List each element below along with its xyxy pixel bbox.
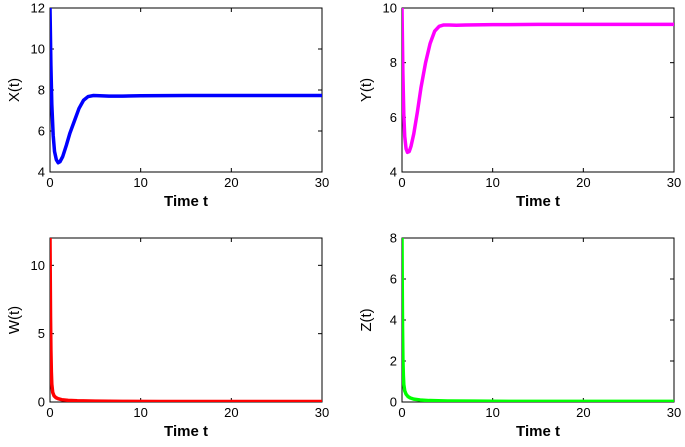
x-axis-label: Time t [516,423,560,440]
x-axis-label: Time t [164,423,208,440]
series-line-x [50,8,322,165]
y-tick-label: 8 [390,231,397,246]
y-tick-label: 2 [390,354,397,369]
x-tick-label: 20 [576,175,590,190]
x-tick-label: 30 [667,175,681,190]
series-line-w [50,238,322,402]
x-tick-label: 10 [485,175,499,190]
x-axis-label: Time t [516,193,560,210]
x-axis-label: Time t [164,193,208,210]
x-tick-label: 10 [485,405,499,420]
y-tick-label: 12 [31,1,45,16]
y-axis-label: Z(t) [358,308,375,331]
y-tick-label: 8 [38,83,45,98]
x-tick-label: 30 [315,175,329,190]
plot-frame [49,7,323,173]
series-line-z [402,238,674,402]
y-tick-label: 8 [390,55,397,70]
x-tick-label: 0 [398,405,405,420]
y-tick-label: 6 [390,110,397,125]
y-axis-label: X(t) [6,78,23,102]
y-tick-label: 4 [390,165,397,180]
y-tick-label: 5 [38,326,45,341]
y-tick-label: 10 [31,42,45,57]
chart-panel-x: 0 10 20 30 4 6 8 10 12 Time t X(t) [6,1,329,211]
series-line-y [402,8,674,155]
x-tick-label: 30 [315,405,329,420]
chart-panel-y: 0 10 20 30 4 6 8 10 Time t Y(t) [358,1,681,211]
y-tick-label: 0 [390,395,397,410]
y-tick-label: 6 [38,124,45,139]
chart-panel-w: 0 10 20 30 0 5 10 Time t W(t) [6,237,329,440]
chart-panel-z: 0 10 20 30 0 2 4 6 8 Time t Z(t) [358,231,681,441]
y-tick-label: 4 [390,313,397,328]
y-axis-label: Y(t) [358,78,375,102]
x-tick-label: 20 [576,405,590,420]
y-tick-label: 4 [38,165,45,180]
plot-frame [401,7,675,173]
x-tick-label: 30 [667,405,681,420]
x-tick-label: 20 [224,405,238,420]
plot-frame [49,237,323,403]
y-tick-label: 0 [38,395,45,410]
y-axis-label: W(t) [6,306,23,334]
y-tick-label: 10 [383,1,397,16]
x-tick-label: 0 [398,175,405,190]
y-tick-label: 6 [390,272,397,287]
y-tick-label: 10 [31,258,45,273]
x-tick-label: 0 [46,405,53,420]
x-tick-label: 10 [133,175,147,190]
x-tick-label: 20 [224,175,238,190]
plot-frame [401,237,675,403]
x-tick-label: 10 [133,405,147,420]
x-tick-label: 0 [46,175,53,190]
